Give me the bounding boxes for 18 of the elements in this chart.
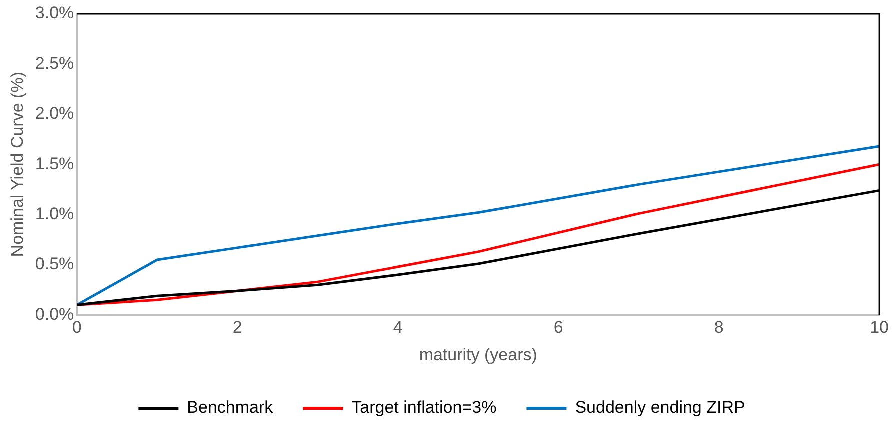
legend-label: Target inflation=3% xyxy=(352,398,497,418)
y-tick-label: 1.0% xyxy=(35,204,74,224)
x-axis-title: maturity (years) xyxy=(419,345,538,364)
y-tick-label: 1.5% xyxy=(35,154,74,174)
y-tick-label: 0.0% xyxy=(35,304,74,324)
y-tick-label: 2.0% xyxy=(35,104,74,124)
y-tick-label: 0.5% xyxy=(35,254,74,274)
y-tick-label: 2.5% xyxy=(35,54,74,73)
x-tick-label: 2 xyxy=(232,318,242,338)
x-tick-label: 8 xyxy=(714,318,724,338)
y-tick-label: 3.0% xyxy=(35,4,74,23)
x-tick-label: 6 xyxy=(554,318,564,338)
x-tick-label: 10 xyxy=(870,318,890,338)
legend-label: Suddenly ending ZIRP xyxy=(575,398,746,418)
x-tick-label: 4 xyxy=(393,318,403,338)
legend-label: Benchmark xyxy=(187,398,274,418)
x-tick-label: 0 xyxy=(72,318,82,338)
y-axis-title: Nominal Yield Curve (%) xyxy=(8,72,27,258)
